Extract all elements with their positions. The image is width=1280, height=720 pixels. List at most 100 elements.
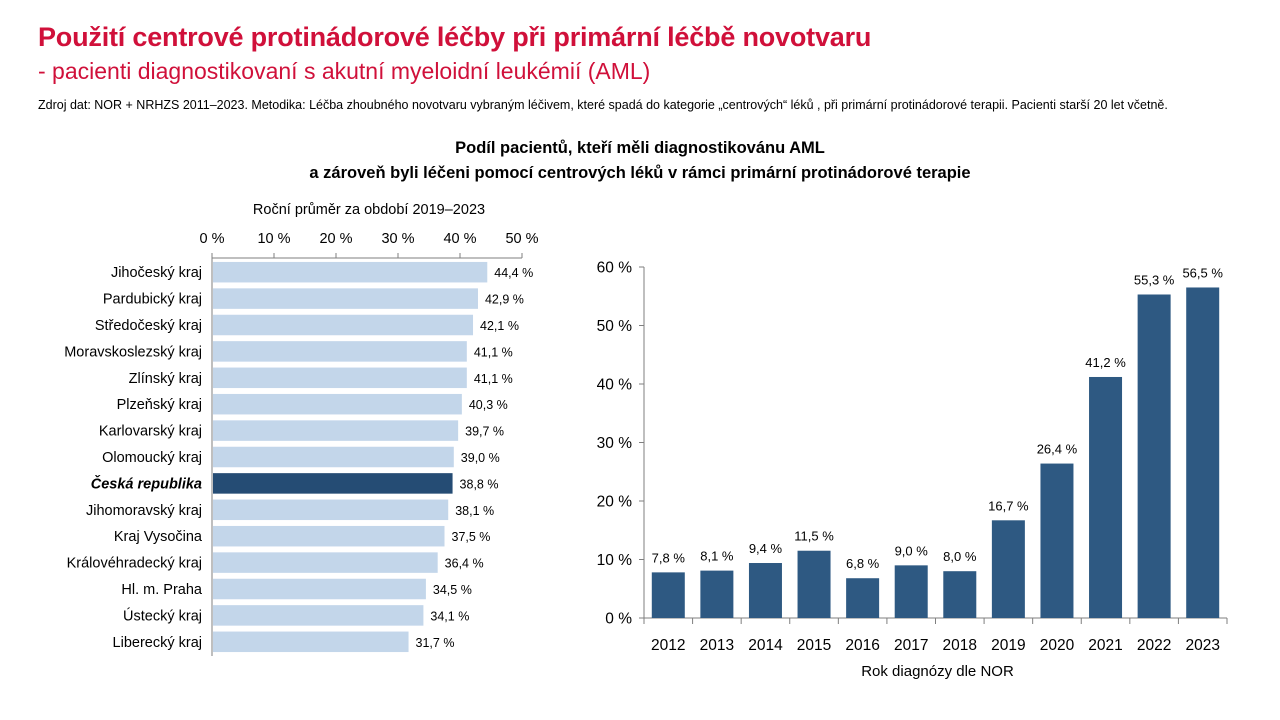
x-tick-label: 2016 bbox=[845, 637, 879, 654]
data-label: 36,4 % bbox=[445, 557, 484, 571]
x-tick-label: 2022 bbox=[1137, 637, 1171, 654]
category-label: Ústecký kraj bbox=[123, 607, 202, 624]
y-tick-label: 30 % bbox=[597, 435, 633, 452]
y-tick-label: 10 % bbox=[597, 552, 633, 569]
category-label: Středočeský kraj bbox=[95, 318, 202, 334]
x-tick-label: 2014 bbox=[748, 637, 783, 654]
category-label: Kraj Vysočina bbox=[114, 529, 203, 545]
figure-heading: Podíl pacientů, kteří měli diagnostiková… bbox=[0, 136, 1280, 186]
x-tick-label: 2018 bbox=[943, 637, 977, 654]
x-axis-label: Rok diagnózy dle NOR bbox=[861, 663, 1014, 680]
x-tick-label: 50 % bbox=[505, 231, 538, 247]
bar bbox=[943, 571, 977, 618]
x-tick-label: 30 % bbox=[381, 231, 414, 247]
x-tick-label: 2019 bbox=[991, 637, 1025, 654]
category-label: Liberecký kraj bbox=[113, 635, 202, 651]
data-label: 41,2 % bbox=[1085, 355, 1126, 370]
bar bbox=[213, 631, 409, 653]
category-label: Zlínský kraj bbox=[129, 371, 202, 387]
x-tick-label: 2012 bbox=[651, 637, 685, 654]
data-label: 41,1 % bbox=[474, 345, 513, 359]
category-label: Karlovarský kraj bbox=[99, 424, 202, 440]
bar bbox=[213, 499, 449, 521]
x-tick-label: 10 % bbox=[257, 231, 290, 247]
category-label: Moravskoslezský kraj bbox=[64, 344, 202, 360]
data-label: 31,7 % bbox=[416, 636, 455, 650]
data-label: 55,3 % bbox=[1134, 272, 1175, 287]
category-label: Česká republika bbox=[91, 474, 202, 492]
data-label: 56,5 % bbox=[1182, 265, 1223, 280]
x-tick-label: 2023 bbox=[1185, 637, 1219, 654]
data-label: 41,1 % bbox=[474, 372, 513, 386]
x-tick-label: 2013 bbox=[700, 637, 734, 654]
bar bbox=[1040, 463, 1074, 618]
bar bbox=[1137, 294, 1171, 618]
data-label: 39,0 % bbox=[461, 451, 500, 465]
bar bbox=[748, 563, 782, 618]
source-note: Zdroj dat: NOR + NRHZS 2011–2023. Metodi… bbox=[38, 98, 1168, 112]
y-tick-label: 60 % bbox=[597, 260, 633, 277]
bar bbox=[651, 572, 685, 618]
category-label: Hl. m. Praha bbox=[121, 582, 203, 598]
data-label: 6,8 % bbox=[846, 556, 880, 571]
category-label: Pardubický kraj bbox=[103, 292, 202, 308]
bar bbox=[213, 578, 426, 600]
data-label: 26,4 % bbox=[1037, 442, 1078, 457]
bar bbox=[213, 288, 478, 309]
figure-heading-line-2: a zároveň byli léčeni pomocí centrových … bbox=[309, 164, 971, 182]
data-label: 44,4 % bbox=[494, 266, 533, 280]
category-label: Královéhradecký kraj bbox=[67, 556, 202, 572]
bar bbox=[700, 570, 734, 618]
x-tick-label: 40 % bbox=[443, 231, 476, 247]
page-subtitle: - pacienti diagnostikovaní s akutní myel… bbox=[38, 58, 651, 84]
data-label: 16,7 % bbox=[988, 498, 1029, 513]
x-tick-label: 2017 bbox=[894, 637, 928, 654]
data-label: 42,1 % bbox=[480, 319, 519, 333]
data-label: 39,7 % bbox=[465, 425, 504, 439]
data-label: 37,5 % bbox=[452, 530, 491, 544]
page-title: Použití centrové protinádorové léčby při… bbox=[38, 22, 872, 52]
bar bbox=[213, 314, 474, 336]
bar bbox=[213, 473, 453, 494]
data-label: 34,5 % bbox=[433, 583, 472, 597]
bar bbox=[213, 525, 445, 547]
data-label: 40,3 % bbox=[469, 398, 508, 412]
bar bbox=[213, 261, 488, 283]
category-label: Olomoucký kraj bbox=[102, 450, 202, 466]
data-label: 8,1 % bbox=[700, 549, 734, 564]
data-label: 9,4 % bbox=[749, 541, 783, 556]
figure-heading-line-1: Podíl pacientů, kteří měli diagnostiková… bbox=[455, 139, 825, 157]
data-label: 34,1 % bbox=[430, 609, 469, 623]
bar bbox=[213, 446, 454, 468]
bar bbox=[797, 550, 831, 618]
bar bbox=[846, 578, 880, 618]
y-tick-label: 0 % bbox=[605, 611, 632, 628]
data-label: 7,8 % bbox=[652, 550, 686, 565]
category-label: Plzeňský kraj bbox=[117, 397, 202, 413]
data-label: 8,0 % bbox=[943, 549, 977, 564]
x-tick-label: 2021 bbox=[1088, 637, 1122, 654]
bar bbox=[213, 605, 424, 626]
data-label: 42,9 % bbox=[485, 293, 524, 307]
x-tick-label: 2015 bbox=[797, 637, 831, 654]
bar bbox=[991, 520, 1025, 618]
bar bbox=[1089, 376, 1123, 618]
x-tick-label: 0 % bbox=[200, 231, 225, 247]
x-tick-label: 20 % bbox=[319, 231, 352, 247]
category-label: Jihomoravský kraj bbox=[86, 503, 202, 519]
bar bbox=[213, 420, 459, 441]
bar bbox=[894, 565, 928, 618]
data-label: 38,1 % bbox=[455, 504, 494, 518]
y-tick-label: 50 % bbox=[597, 318, 633, 335]
bar bbox=[213, 552, 438, 573]
bar bbox=[213, 393, 462, 415]
data-label: 38,8 % bbox=[460, 477, 499, 491]
y-tick-label: 40 % bbox=[597, 377, 633, 394]
data-label: 11,5 % bbox=[794, 529, 834, 544]
bar bbox=[213, 367, 467, 389]
x-tick-label: 2020 bbox=[1040, 637, 1075, 654]
category-label: Jihočeský kraj bbox=[111, 265, 202, 281]
bar bbox=[213, 341, 467, 362]
